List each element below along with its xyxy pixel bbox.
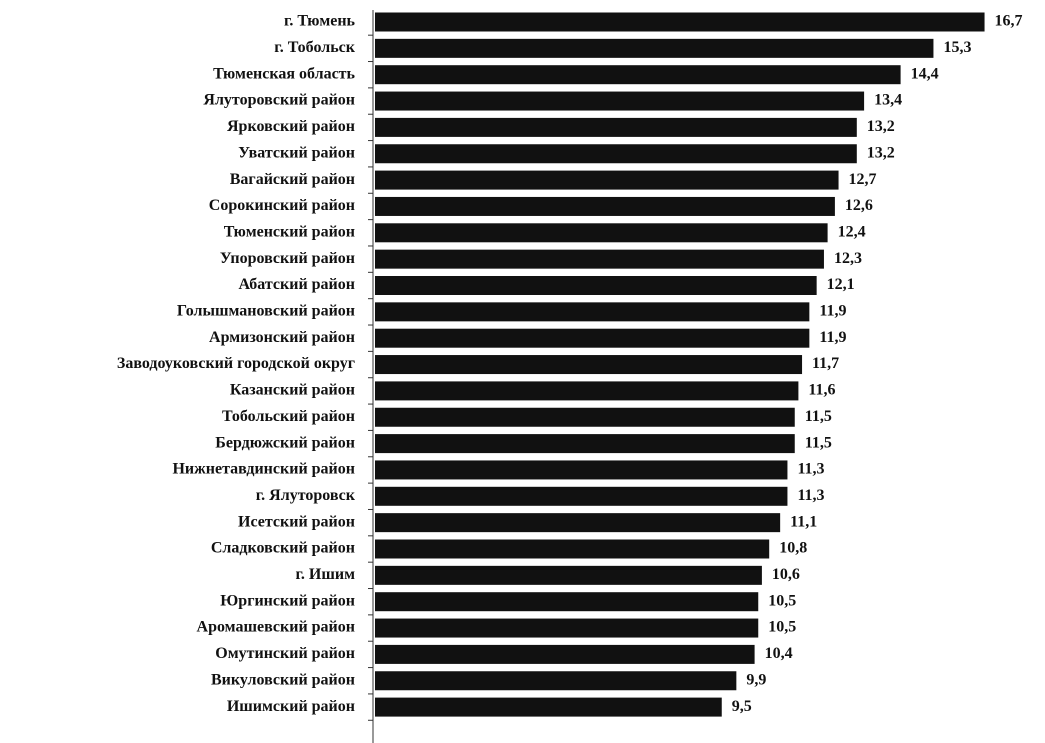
category-label: г. Тюмень <box>284 13 356 30</box>
bar <box>375 407 795 427</box>
value-label: 12,1 <box>827 276 855 293</box>
category-label: Ярковский район <box>227 118 355 135</box>
category-label: г. Тобольск <box>274 39 356 56</box>
category-label: Уватский район <box>238 144 355 161</box>
category-label: Исетский район <box>238 513 355 530</box>
category-label: г. Ишим <box>295 566 355 583</box>
bar <box>375 434 795 454</box>
value-label: 11,7 <box>812 355 839 372</box>
category-label: Абатский район <box>239 276 355 293</box>
bar <box>375 223 828 243</box>
category-label: Упоровский район <box>220 250 355 267</box>
category-label: Армизонский район <box>209 329 355 346</box>
category-label: Бердюжский район <box>215 434 355 451</box>
value-label: 13,2 <box>867 144 895 161</box>
bar <box>375 65 901 85</box>
value-label: 16,7 <box>995 13 1023 30</box>
bar <box>375 355 803 375</box>
value-label: 15,3 <box>943 39 971 56</box>
value-label: 10,5 <box>768 592 796 609</box>
bar <box>375 539 770 559</box>
bar <box>375 302 810 322</box>
value-label: 14,4 <box>911 65 939 82</box>
value-label: 11,1 <box>790 513 817 530</box>
value-label: 12,7 <box>849 171 877 188</box>
category-label: Сорокинский район <box>209 197 355 214</box>
bar <box>375 91 865 111</box>
bar <box>375 38 934 58</box>
value-label: 11,9 <box>819 329 846 346</box>
category-label: Тюменский район <box>224 223 355 240</box>
bar <box>375 117 857 137</box>
bar <box>375 170 839 190</box>
bar <box>375 328 810 348</box>
bar <box>375 671 737 691</box>
value-label: 10,6 <box>772 566 800 583</box>
category-label: Сладковский район <box>211 540 355 557</box>
value-label: 11,3 <box>797 487 824 504</box>
category-label: Тюменская область <box>213 65 355 82</box>
bar <box>375 381 799 401</box>
category-label: Тобольский район <box>222 408 355 425</box>
value-label: 10,4 <box>765 645 793 662</box>
value-label: 10,5 <box>768 619 796 636</box>
value-label: 12,3 <box>834 250 862 267</box>
bar <box>375 565 762 585</box>
bar <box>375 592 759 612</box>
value-label: 13,2 <box>867 118 895 135</box>
bar <box>375 513 781 533</box>
bar <box>375 486 788 506</box>
category-label: Заводоуковский городской округ <box>117 355 355 372</box>
value-label: 11,5 <box>805 434 832 451</box>
value-label: 12,4 <box>838 223 866 240</box>
category-label: Нижнетавдинский район <box>172 461 355 478</box>
bar <box>375 618 759 638</box>
value-label: 11,6 <box>808 382 835 399</box>
value-label: 9,9 <box>746 671 766 688</box>
value-label: 9,5 <box>732 698 752 715</box>
category-label: Вагайский район <box>230 171 355 188</box>
bar <box>375 144 857 164</box>
bar <box>375 697 722 717</box>
category-label: Аромашевский район <box>197 619 355 636</box>
value-label: 13,4 <box>874 92 902 109</box>
category-label: Ялуторовский район <box>203 92 355 109</box>
category-label: Ишимский район <box>227 698 355 715</box>
bar <box>375 460 788 480</box>
value-label: 11,5 <box>805 408 832 425</box>
bar <box>375 644 755 664</box>
category-label: г. Ялуторовск <box>256 487 356 504</box>
category-label: Голышмановский район <box>177 303 355 320</box>
value-label: 12,6 <box>845 197 873 214</box>
value-label: 10,8 <box>779 540 807 557</box>
category-label: Казанский район <box>230 382 355 399</box>
bar <box>375 12 985 32</box>
category-label: Омутинский район <box>215 645 355 662</box>
category-label: Викуловский район <box>211 671 355 688</box>
bar <box>375 249 824 269</box>
bar <box>375 276 817 295</box>
value-label: 11,9 <box>819 303 846 320</box>
bar <box>375 196 835 216</box>
value-label: 11,3 <box>797 461 824 478</box>
category-label: Юргинский район <box>220 592 355 609</box>
